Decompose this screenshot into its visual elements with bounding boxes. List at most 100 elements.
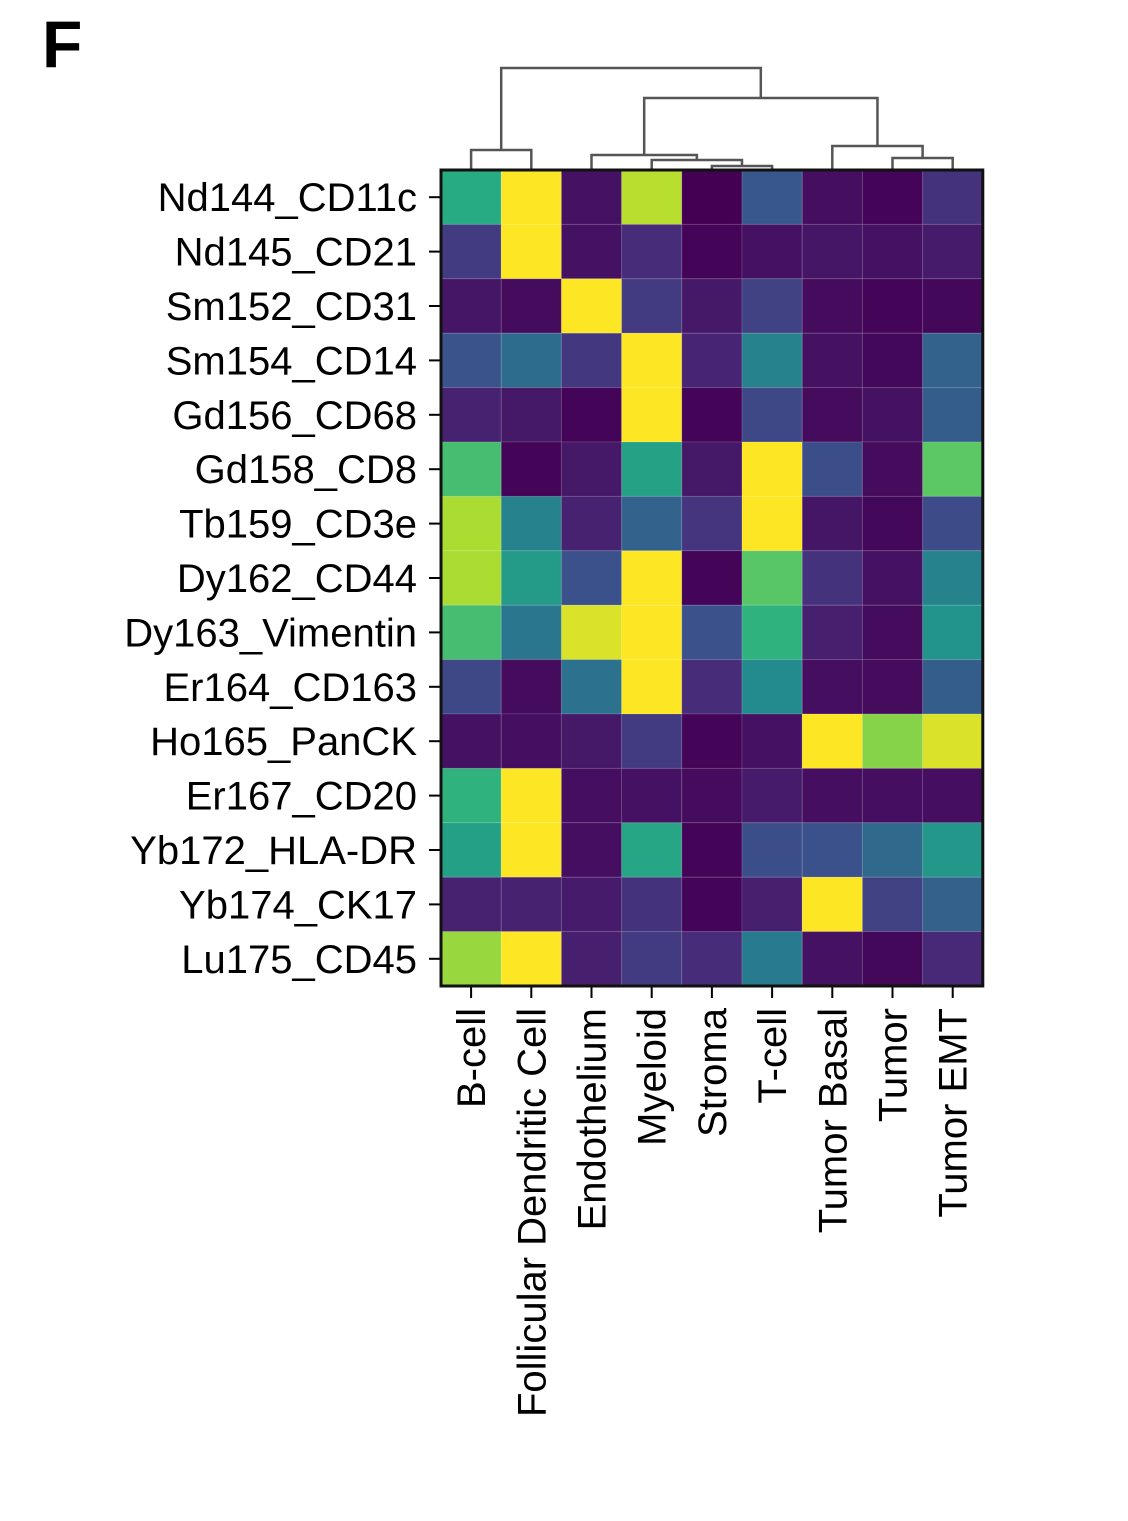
heatmap-cell [861,495,924,552]
heatmap-cell [440,169,502,225]
row-label: Nd144_CD11c [158,176,417,220]
heatmap-cell [500,387,562,443]
heatmap-cell [681,713,743,769]
heatmap-cell [922,495,984,552]
heatmap-cell [801,767,863,824]
heatmap-cell [440,550,502,606]
heatmap-cell [560,169,623,225]
heatmap-cell [560,659,623,715]
heatmap-cell [741,767,803,824]
heatmap-cell [681,278,743,334]
heatmap-cell [861,767,924,824]
row-label: Lu175_CD45 [181,938,417,982]
row-label: Yb174_CK17 [179,883,417,927]
row-ticks [429,196,441,960]
heatmap-cell [741,822,803,878]
heatmap-cell [741,169,803,225]
heatmap-cell [861,822,924,878]
heatmap-cell [621,441,683,497]
column-label: Tumor EMT [932,1008,976,1218]
heatmap-cell [801,550,863,606]
heatmap-cell [440,387,502,443]
heatmap-cell [621,931,683,987]
heatmap-cell [440,495,502,552]
column-label: B-cell [450,1008,494,1108]
heatmap-cell [922,876,984,933]
dendrogram-link [469,148,533,170]
heatmap-cell [922,767,984,824]
heatmap-cell [681,169,743,225]
heatmap-cell [621,767,683,824]
heatmap-cell [922,604,984,661]
heatmap-cell [560,278,623,334]
heatmap-cell [801,822,863,878]
column-label: T-cell [751,1008,795,1104]
heatmap-cell [681,659,743,715]
heatmap-cell [621,604,683,661]
heatmap-cell [681,441,743,497]
row-label: Gd156_CD68 [172,394,417,438]
heatmap-cell [621,659,683,715]
heatmap-cell [500,223,562,280]
heatmap-cell [861,604,924,661]
heatmap-cell [560,332,623,389]
heatmap-cell [861,713,924,769]
heatmap-cell [922,441,984,497]
heatmap-cell [500,278,562,334]
heatmap-cell [681,876,743,933]
heatmap-cell [681,822,743,878]
row-label: Ho165_PanCK [150,720,417,764]
heatmap-cell [440,713,502,769]
heatmap-cell [440,223,502,280]
heatmap-cell [861,278,924,334]
heatmap-cell [861,931,924,987]
dendrogram-link [499,66,763,150]
heatmap-cell [500,659,562,715]
row-label: Sm152_CD31 [166,285,417,329]
heatmap-cell [440,604,502,661]
heatmap-cell [801,441,863,497]
dendrogram-link [590,153,699,170]
heatmap-cell [621,278,683,334]
heatmap-cell [922,931,984,987]
heatmap-cell [500,441,562,497]
heatmap-cell [922,550,984,606]
column-label: Tumor [872,1008,916,1122]
heatmap-cell [560,441,623,497]
heatmap-cell [500,767,562,824]
heatmap-cell [621,332,683,389]
heatmap-cell [861,659,924,715]
heatmap-cell [560,223,623,280]
heatmap-cell [621,223,683,280]
heatmap-cell [922,332,984,389]
heatmap-cell [801,713,863,769]
row-label: Nd145_CD21 [175,231,417,275]
heatmap-cell [560,387,623,443]
heatmap-cell [801,223,863,280]
heatmap-cell [922,387,984,443]
heatmap-cell [500,604,562,661]
heatmap-cell [801,659,863,715]
heatmap-cell [500,332,562,389]
heatmap-cell [681,767,743,824]
row-labels: Nd144_CD11c Nd145_CD21 Sm152_CD31 Sm154_CD1… [124,176,417,982]
heatmap-cell [861,332,924,389]
heatmap-cell [681,223,743,280]
heatmap-cell [621,713,683,769]
column-label: Myeloid [631,1008,675,1146]
heatmap-cell [741,495,803,552]
heatmap-cell [861,441,924,497]
heatmap-cell [440,441,502,497]
heatmap-cell [741,332,803,389]
heatmap-cell [741,387,803,443]
heatmap-cell [560,604,623,661]
column-label: Follicular Dendritic Cell [510,1008,554,1417]
heatmap-cell [801,332,863,389]
heatmap-cell [741,659,803,715]
heatmap-cell [560,550,623,606]
heatmap-cell [741,223,803,280]
heatmap-cell [801,495,863,552]
heatmap-cells [440,169,984,987]
heatmap-cell [560,876,623,933]
